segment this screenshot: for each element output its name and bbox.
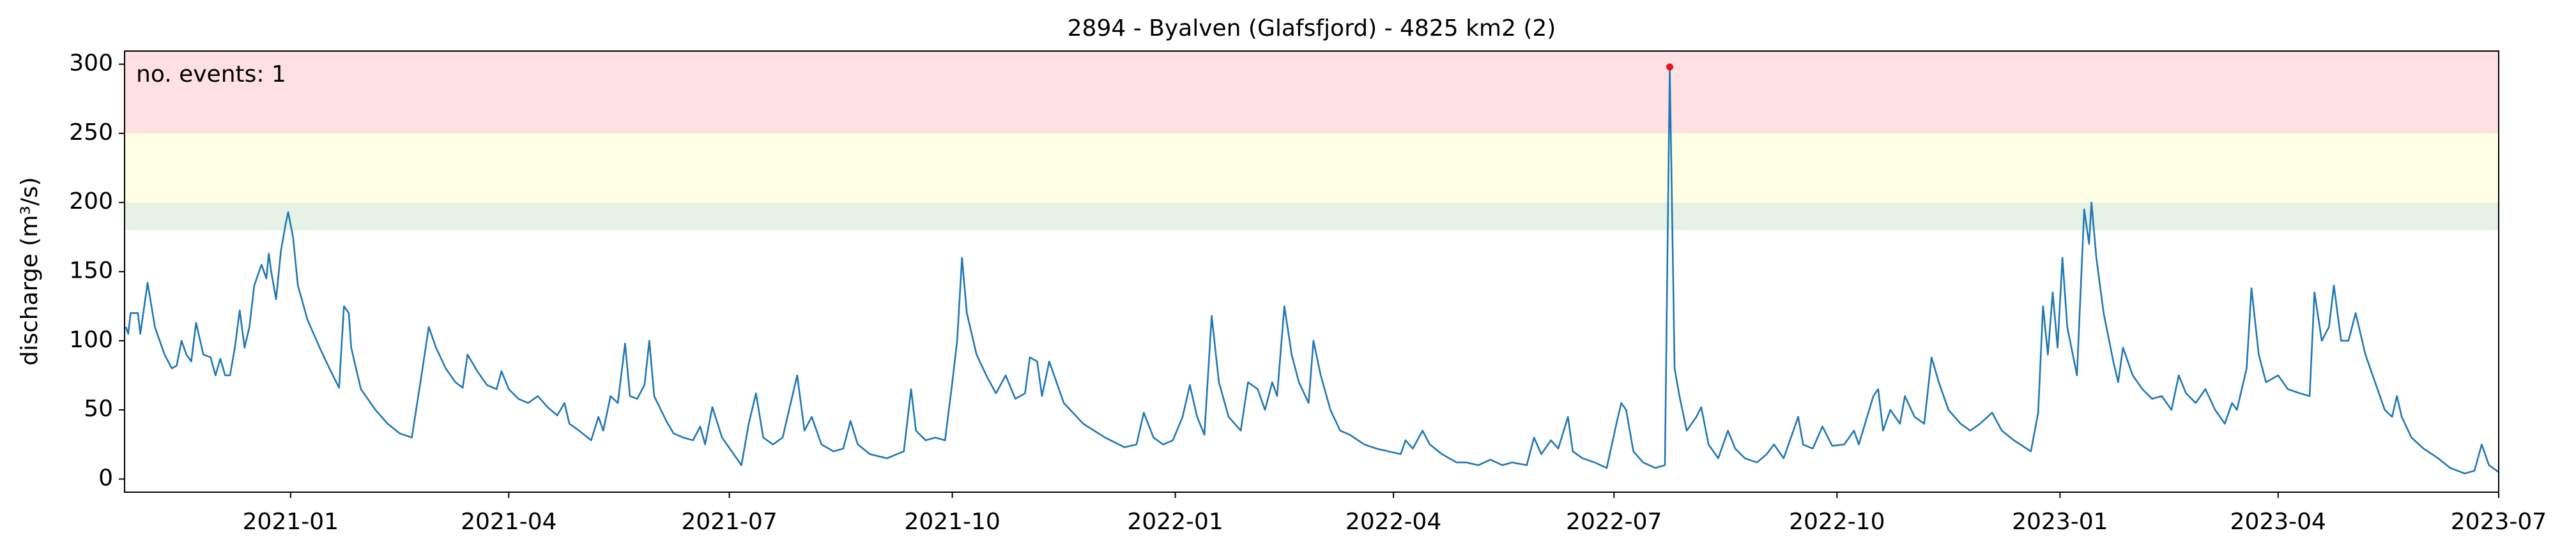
x-tick-label: 2022-07	[1566, 509, 1662, 535]
series-line	[125, 66, 2499, 475]
x-tick-label: 2021-01	[243, 509, 339, 535]
x-tick-label: 2023-07	[2451, 509, 2547, 535]
x-tick-label: 2021-04	[461, 509, 556, 535]
x-tick-label: 2022-01	[1127, 509, 1223, 535]
y-axis-label: discharge (m³/s)	[17, 177, 43, 365]
x-tick-label: 2022-04	[1346, 509, 1441, 535]
y-tick-label: 150	[69, 258, 113, 284]
y-tick-label: 250	[69, 119, 113, 146]
threshold-band	[125, 133, 2499, 203]
threshold-band	[125, 202, 2499, 230]
x-tick-label: 2021-07	[681, 509, 777, 535]
y-tick-label: 100	[69, 327, 113, 353]
plot-frame	[124, 50, 2499, 493]
y-tick-label: 50	[84, 396, 113, 422]
x-tick-label: 2023-01	[2012, 509, 2108, 535]
x-tick-label: 2022-10	[1789, 509, 1885, 535]
y-tick-label: 0	[98, 465, 113, 491]
x-tick-label: 2023-04	[2230, 509, 2326, 535]
threshold-band	[125, 51, 2499, 133]
y-tick-label: 200	[69, 188, 113, 214]
x-tick-label: 2021-10	[904, 509, 1000, 535]
chart-title: 2894 - Byalven (Glafsfjord) - 4825 km2 (…	[1068, 15, 1556, 41]
event-marker	[1666, 63, 1674, 71]
event-count: no. events: 1	[136, 61, 286, 87]
y-tick-label: 300	[69, 50, 113, 77]
